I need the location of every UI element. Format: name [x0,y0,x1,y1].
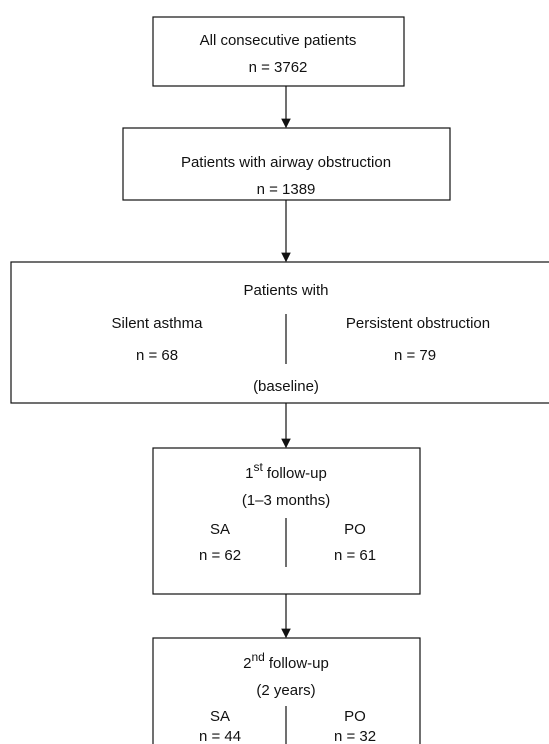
group-label: Silent asthma [112,315,204,332]
node-title: Patients with [243,282,328,299]
node-count: n = 1389 [257,181,316,198]
box [152,16,405,87]
title-sup: st [253,460,263,474]
group-label: Persistent obstruction [346,315,490,332]
group-label: SA [210,521,230,538]
group-count: n = 61 [334,547,376,564]
title-number: 1 [245,465,253,482]
title-text: follow-up [269,655,329,672]
group-count: n = 62 [199,547,241,564]
group-count: n = 79 [394,347,436,364]
box [122,127,451,201]
node-note: (baseline) [253,378,319,395]
title-number: 2 [243,655,251,672]
node-title: 2nd follow-up [243,650,329,672]
title-text: follow-up [267,465,327,482]
group-count: n = 32 [334,728,376,744]
group-count: n = 68 [136,347,178,364]
group-label: PO [344,708,366,725]
node-title: All consecutive patients [200,32,357,49]
node-note: (2 years) [256,682,315,699]
group-label: PO [344,521,366,538]
node-count: n = 3762 [249,59,308,76]
node-title: 1st follow-up [245,460,327,482]
node-title: Patients with airway obstruction [181,154,391,171]
box [10,261,549,404]
node-note: (1–3 months) [242,492,330,509]
group-label: SA [210,708,230,725]
group-count: n = 44 [199,728,241,744]
title-sup: nd [251,650,264,664]
